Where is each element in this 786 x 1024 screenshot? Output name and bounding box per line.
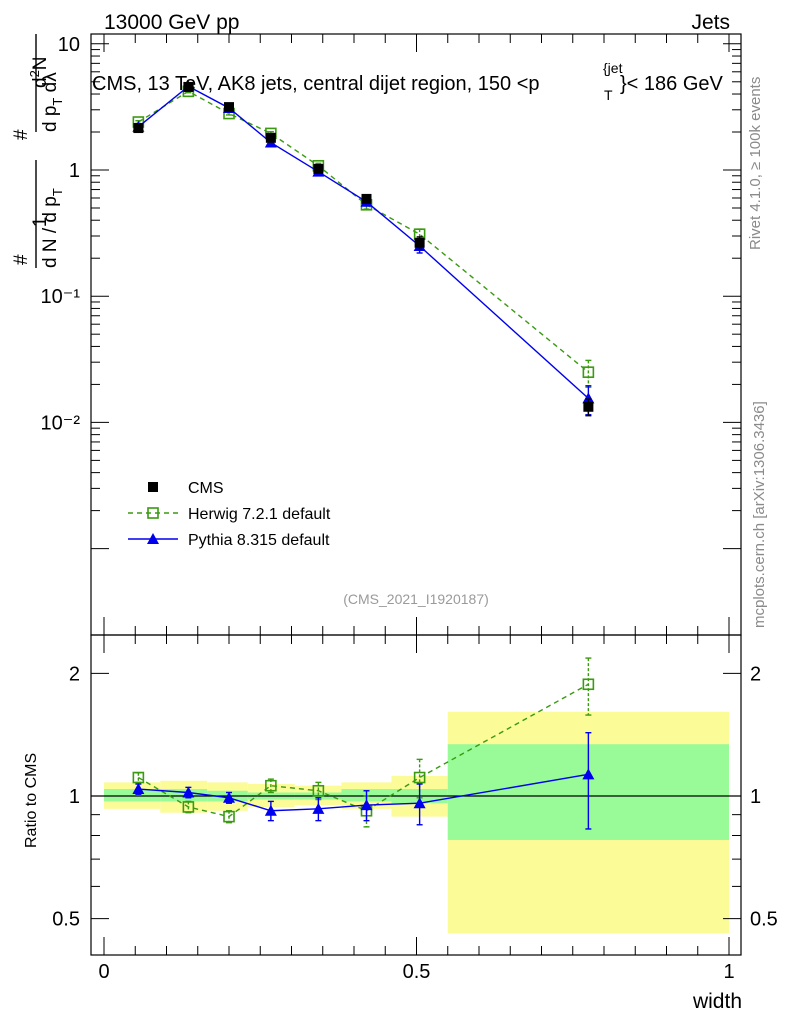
ratio-y-axis-title: Ratio to CMS bbox=[23, 753, 40, 848]
analysis-watermark: (CMS_2021_I1920187) bbox=[343, 591, 489, 607]
legend-label: Pythia 8.315 default bbox=[188, 532, 330, 549]
ratio-panel: 0 0.5 1 0.5 0.5 1 1 2 2 bbox=[52, 634, 778, 983]
main-herwig-line bbox=[138, 90, 589, 373]
ratio-pythia-point bbox=[312, 802, 325, 814]
beam-label: 13000 GeV pp bbox=[104, 11, 239, 34]
legend-marker bbox=[148, 482, 158, 492]
legend-label: CMS bbox=[188, 480, 224, 497]
ratio-herwig-point bbox=[132, 771, 145, 784]
svg-text:CMS, 13 TeV, AK8 jets, central: CMS, 13 TeV, AK8 jets, central dijet reg… bbox=[92, 73, 540, 95]
main-cms-point bbox=[361, 193, 372, 204]
ratio-pythia-point bbox=[582, 768, 595, 780]
legend-label: Herwig 7.2.1 default bbox=[188, 506, 331, 523]
svg-text:d N / d pT: d N / d pT bbox=[40, 188, 65, 268]
ratio-pythia-point bbox=[413, 797, 426, 809]
main-y-tick-label: 1 bbox=[69, 160, 80, 182]
mcplots-label: mcplots.cern.ch [arXiv:1306.3436] bbox=[751, 401, 768, 628]
rivet-label: Rivet 4.1.0, ≥ 100k events bbox=[747, 77, 764, 250]
ratio-herwig-point bbox=[182, 801, 195, 813]
main-y-tick-label: 10⁻² bbox=[41, 412, 81, 434]
main-cms-point bbox=[183, 81, 194, 92]
main-cms-point bbox=[583, 401, 594, 412]
ratio-pythia-point bbox=[132, 783, 145, 795]
svg-text:1: 1 bbox=[30, 217, 51, 228]
ratio-herwig-point bbox=[312, 784, 325, 797]
process-label: Jets bbox=[691, 11, 730, 34]
main-cms-point bbox=[265, 132, 276, 143]
ratio-herwig-line bbox=[138, 683, 589, 818]
svg-text:d pT dλ: d pT dλ bbox=[40, 72, 65, 132]
plot-title: CMS, 13 TeV, AK8 jets, central dijet reg… bbox=[92, 60, 724, 103]
ratio-pythia-point bbox=[223, 791, 235, 803]
main-herwig-point bbox=[582, 366, 595, 378]
ratio-y-tick-label-right: 2 bbox=[750, 663, 761, 685]
svg-text:#: # bbox=[11, 254, 32, 265]
svg-text:}< 186 GeV: }< 186 GeV bbox=[620, 73, 724, 95]
ratio-y-tick-label-left: 1 bbox=[69, 786, 80, 808]
ratio-band-green bbox=[104, 789, 161, 802]
ratio-y-tick-label-left: 2 bbox=[69, 663, 80, 685]
ratio-y-tick-label-left: 0.5 bbox=[52, 909, 80, 931]
svg-text:#: # bbox=[11, 129, 32, 140]
main-cms-point bbox=[313, 163, 324, 174]
ratio-pythia-point bbox=[360, 799, 373, 811]
x-tick-label: 0.5 bbox=[403, 961, 431, 983]
x-axis-title: width bbox=[692, 990, 742, 1013]
main-pythia-line bbox=[137, 85, 589, 399]
legend: CMS Herwig 7.2.1 default Pythia 8.315 defa… bbox=[128, 480, 331, 549]
x-tick-label: 0 bbox=[98, 961, 109, 983]
main-panel: 10⁻²10⁻¹11010² bbox=[41, 33, 742, 636]
legend-marker bbox=[147, 533, 159, 544]
svg-text:T: T bbox=[604, 87, 613, 103]
main-cms-point bbox=[133, 123, 144, 134]
main-y-tick-label: 10 bbox=[58, 34, 80, 56]
main-pythia-point bbox=[582, 392, 595, 404]
ratio-pythia-point bbox=[182, 786, 195, 798]
main-y-tick-label: 10⁻¹ bbox=[41, 286, 81, 308]
ratio-herwig-point bbox=[413, 771, 426, 784]
ratio-pythia-point bbox=[264, 804, 277, 816]
main-cms-point bbox=[224, 102, 234, 113]
ratio-herwig-point bbox=[223, 810, 235, 823]
legend-marker bbox=[147, 507, 159, 519]
ratio-herwig-point bbox=[265, 779, 277, 792]
ratio-pythia-line bbox=[138, 773, 589, 812]
ratio-y-tick-label-right: 0.5 bbox=[750, 909, 778, 931]
main-y-axis-title: # 1 d N / d pT # d2N d pT dλ bbox=[11, 34, 65, 268]
main-cms-point bbox=[414, 237, 425, 248]
svg-text:{jet: {jet bbox=[603, 60, 623, 76]
ratio-y-tick-label-right: 1 bbox=[750, 786, 761, 808]
x-tick-label: 1 bbox=[723, 961, 734, 983]
ratio-herwig-point bbox=[582, 678, 595, 691]
